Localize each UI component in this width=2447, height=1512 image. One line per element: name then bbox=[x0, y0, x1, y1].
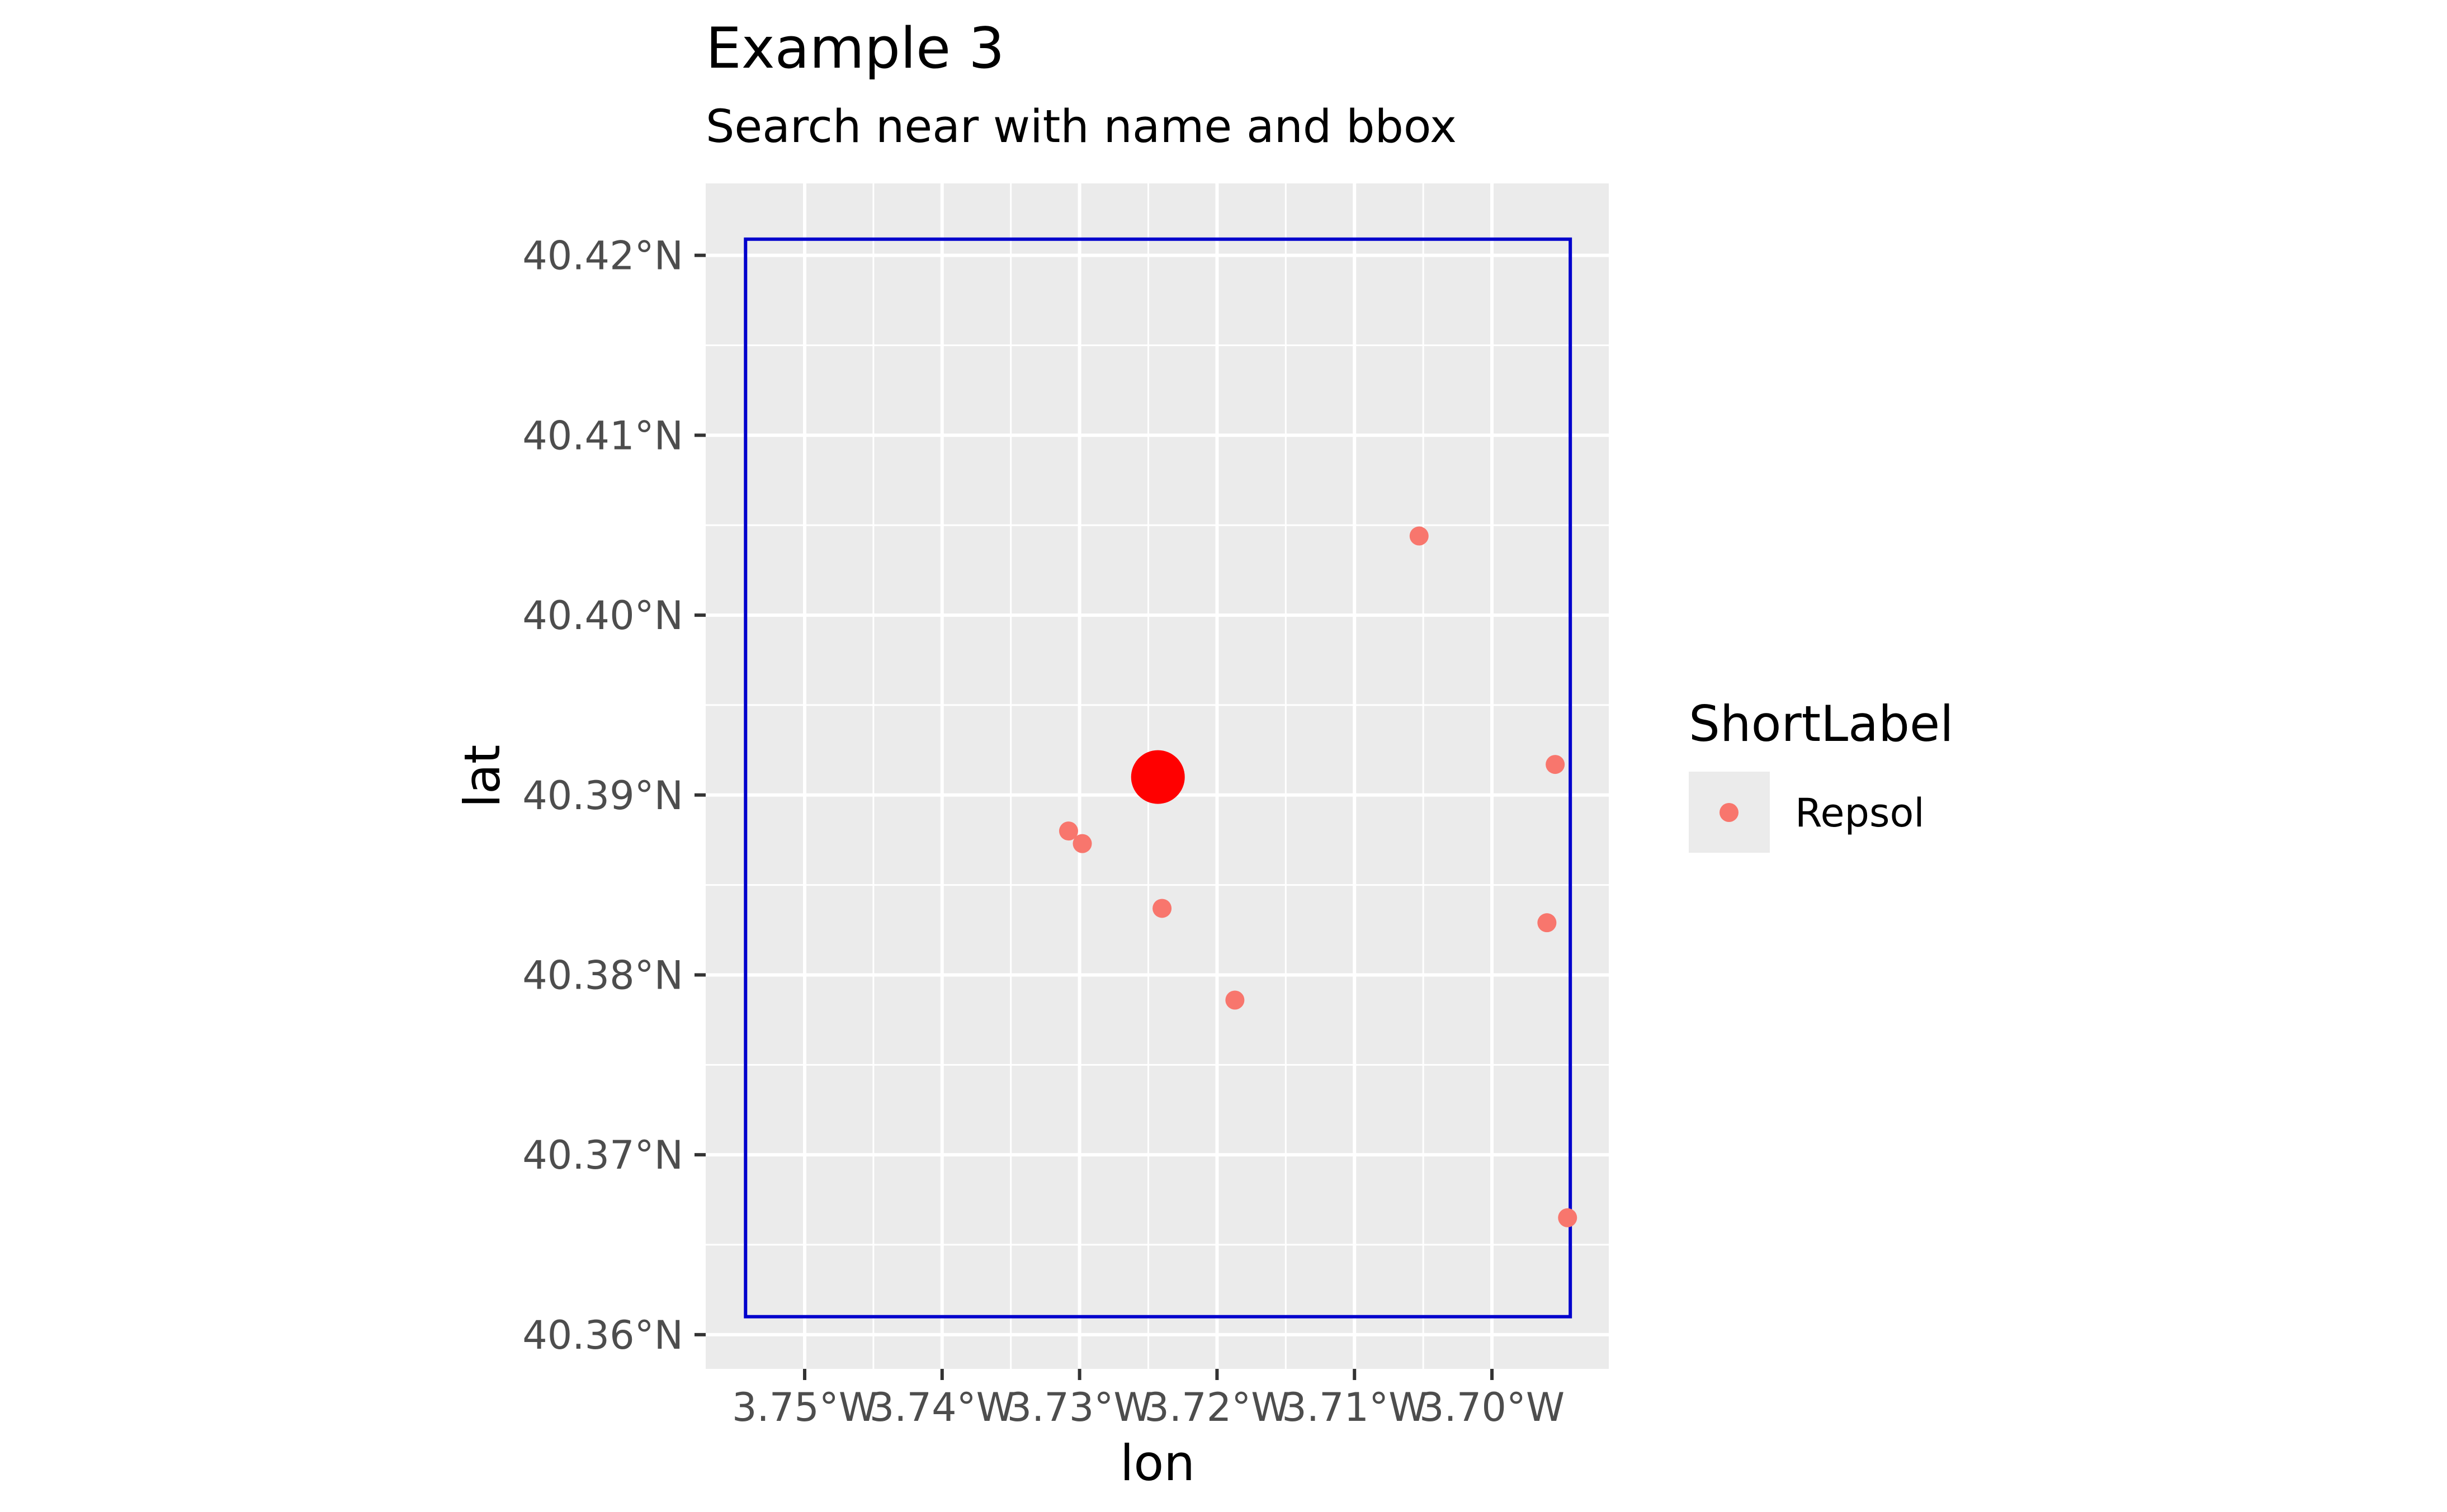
x-tick-label: 3.71°W bbox=[1282, 1385, 1427, 1430]
search-point bbox=[1131, 750, 1185, 804]
y-axis: 40.36°N 40.37°N 40.38°N 40.39°N 40.40°N 40.41… bbox=[522, 233, 706, 1358]
y-tick-label: 40.39°N bbox=[522, 773, 683, 819]
bbox-layer bbox=[744, 237, 1572, 1319]
y-tick-label: 40.36°N bbox=[522, 1312, 683, 1358]
data-point bbox=[1546, 755, 1565, 774]
y-tick-label: 40.38°N bbox=[522, 952, 683, 998]
data-point bbox=[1073, 834, 1092, 853]
x-tick-label: 3.73°W bbox=[1007, 1385, 1152, 1430]
y-tick-label: 40.41°N bbox=[522, 413, 683, 459]
data-point bbox=[1152, 899, 1172, 918]
data-point bbox=[1409, 526, 1429, 546]
points-layer bbox=[1059, 526, 1577, 1227]
data-point bbox=[1225, 990, 1245, 1010]
x-axis: 3.75°W3.74°W3.73°W3.72°W3.71°W3.70°W bbox=[732, 1369, 1565, 1430]
x-tick-label: 3.75°W bbox=[732, 1385, 877, 1430]
data-point bbox=[1558, 1208, 1577, 1227]
x-tick-label: 3.70°W bbox=[1419, 1385, 1565, 1430]
y-tick-label: 40.42°N bbox=[522, 233, 683, 279]
data-point bbox=[1537, 913, 1557, 933]
legend-title: ShortLabel bbox=[1689, 695, 1954, 753]
bbox-rectangle bbox=[744, 237, 1572, 1319]
y-tick-label: 40.40°N bbox=[522, 593, 683, 639]
chart-title: Example 3 bbox=[706, 15, 1005, 81]
legend-marker bbox=[1719, 803, 1739, 822]
x-axis-title: lon bbox=[1120, 1434, 1195, 1492]
data-point bbox=[1059, 821, 1078, 841]
legend: ShortLabel Repsol bbox=[1689, 695, 1954, 853]
x-tick-label: 3.74°W bbox=[870, 1385, 1015, 1430]
y-axis-title: lat bbox=[454, 745, 511, 808]
y-tick-label: 40.37°N bbox=[522, 1132, 683, 1178]
legend-label-repsol: Repsol bbox=[1795, 790, 1925, 836]
chart-subtitle: Search near with name and bbox bbox=[706, 101, 1457, 153]
x-tick-label: 3.72°W bbox=[1144, 1385, 1289, 1430]
